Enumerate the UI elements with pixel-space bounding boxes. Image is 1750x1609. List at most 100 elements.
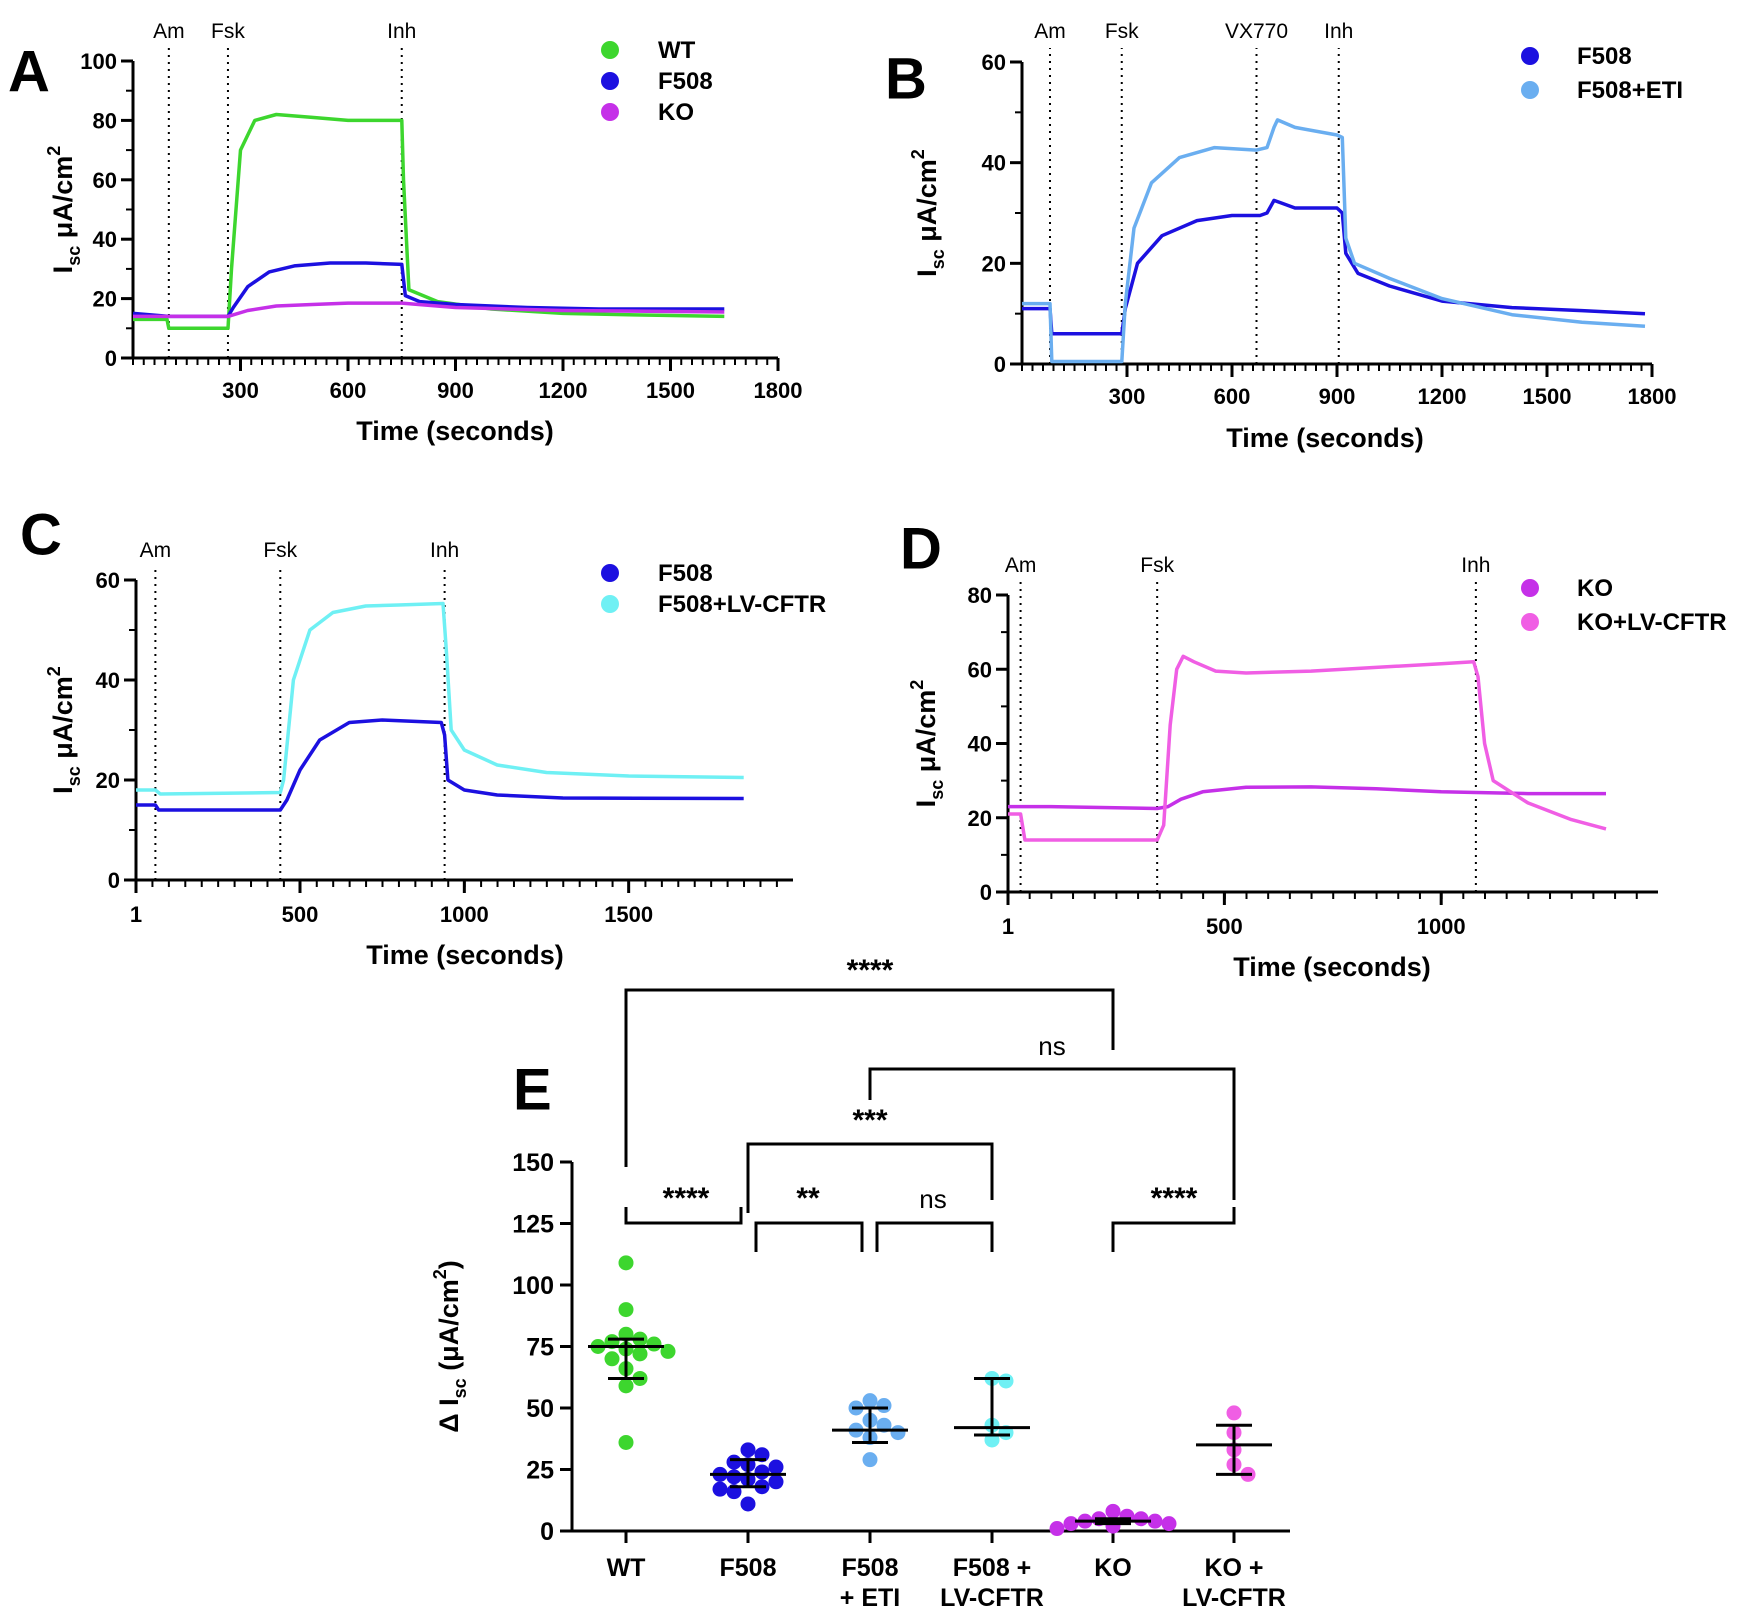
x-axis-label: Time (seconds) — [1226, 423, 1424, 453]
legend-label: F508 — [1577, 43, 1632, 70]
legend-marker — [601, 103, 619, 121]
x-tick-label: 1 — [130, 902, 142, 927]
y-tick-label: 40 — [968, 732, 992, 757]
x-axis-label: Time (seconds) — [356, 416, 554, 446]
y-axis-label-main: I — [48, 786, 78, 794]
significance-label: *** — [852, 1104, 887, 1137]
data-point — [768, 1459, 784, 1475]
legend-marker — [1521, 613, 1539, 631]
x-tick-label: 1000 — [1417, 914, 1466, 939]
y-axis-label-sub: sc — [927, 780, 947, 800]
significance-bracket — [746, 1142, 994, 1213]
y-axis-label-prefix: Δ I — [434, 1398, 464, 1432]
legend-label: KO+LV-CFTR — [1577, 609, 1727, 636]
data-point — [618, 1255, 634, 1271]
data-point — [1147, 1513, 1163, 1529]
data-point — [1226, 1405, 1242, 1421]
series-line-F508 — [1022, 198, 1646, 336]
y-tick-label: 0 — [980, 880, 992, 905]
significance-label: ** — [796, 1182, 820, 1215]
significance-bracket — [868, 1067, 1236, 1200]
y-axis-label: Δ Isc (μA/cm2) — [430, 1260, 470, 1433]
panel-letter: B — [885, 47, 927, 112]
y-tick-label: 60 — [982, 50, 1006, 75]
y-axis-label-rest: μA/cm — [912, 159, 942, 249]
data-point — [740, 1442, 756, 1458]
y-axis-label-main: I — [48, 266, 78, 274]
significance-bracket — [1111, 1207, 1236, 1252]
y-tick-label: 50 — [526, 1395, 554, 1423]
significance-label: **** — [1151, 1182, 1198, 1215]
legend-marker — [1521, 579, 1539, 597]
legend-label: KO — [658, 99, 694, 126]
event-label: Fsk — [263, 539, 297, 562]
y-axis-label-sup: 2 — [908, 149, 928, 159]
y-tick-label: 0 — [994, 352, 1006, 377]
panel-letter: C — [20, 503, 62, 568]
series-line-F508+ETI — [1022, 118, 1646, 364]
y-tick-label: 20 — [96, 768, 120, 793]
data-point — [618, 1434, 634, 1450]
x-tick-label: 500 — [282, 902, 319, 927]
data-point — [604, 1351, 620, 1367]
legend-marker — [601, 72, 619, 90]
x-tick-label: 1200 — [1418, 384, 1467, 409]
x-tick-label: KO — [1094, 1554, 1132, 1582]
legend-label: F508 — [658, 560, 713, 587]
significance-bracket — [754, 1221, 864, 1252]
series-line-F508 — [132, 261, 725, 319]
x-tick-label: WT — [607, 1554, 646, 1582]
y-tick-label: 40 — [93, 227, 117, 252]
significance-label: ns — [919, 1184, 946, 1214]
data-point — [646, 1336, 662, 1352]
data-point — [876, 1398, 892, 1414]
data-point — [726, 1454, 742, 1470]
data-point — [1105, 1503, 1121, 1519]
y-tick-label: 0 — [105, 346, 117, 371]
x-tick-label: 1800 — [754, 378, 803, 403]
event-label: Fsk — [1140, 554, 1174, 577]
x-tick-label: 1 — [1002, 914, 1014, 939]
data-point — [1161, 1516, 1177, 1532]
data-point — [998, 1373, 1014, 1389]
x-axis-label: Time (seconds) — [1233, 952, 1431, 982]
y-axis-label-sup: 2 — [430, 1269, 450, 1279]
series-line-KO — [133, 301, 725, 319]
data-point — [862, 1393, 878, 1409]
significance-label: **** — [847, 954, 894, 987]
panel-D: D 1 500 1000 0 20 40 60 80 Time (seconds) Isc μA/c… — [900, 517, 1727, 982]
y-tick-label: 100 — [512, 1272, 554, 1300]
event-label: VX770 — [1225, 20, 1288, 43]
event-label: Am — [153, 20, 185, 43]
y-tick-label: 80 — [968, 583, 992, 608]
data-point — [726, 1469, 742, 1485]
data-point — [1049, 1521, 1065, 1537]
data-point — [618, 1378, 634, 1394]
y-axis-label-sub: sc — [928, 249, 948, 269]
x-tick-label: 1500 — [1523, 384, 1572, 409]
y-axis-label-sup: 2 — [44, 666, 64, 676]
y-tick-label: 0 — [108, 868, 120, 893]
y-axis-label-sub: sc — [450, 1378, 470, 1398]
x-axis-label: Time (seconds) — [366, 940, 564, 970]
y-axis-label-sup: 2 — [907, 680, 927, 690]
series-line-F508+LV-CFTR — [136, 601, 744, 796]
panel-B: B 300 600 900 1200 1500 1800 0 20 40 60 Time (secon… — [885, 20, 1683, 453]
data-point — [1063, 1516, 1079, 1532]
x-tick-label-line2: + ETI — [840, 1584, 900, 1609]
x-tick-label: 1500 — [646, 378, 695, 403]
x-tick-label: 600 — [1214, 384, 1251, 409]
event-label: Inh — [1324, 20, 1353, 43]
event-label: Inh — [1461, 554, 1490, 577]
y-axis-label: Isc μA/cm2 — [44, 666, 84, 794]
y-axis-label-main: I — [912, 269, 942, 277]
y-tick-label: 40 — [982, 151, 1006, 176]
x-tick-label: 1500 — [604, 902, 653, 927]
event-label: Inh — [430, 539, 459, 562]
panel-letter: E — [513, 1058, 552, 1123]
legend-marker — [601, 595, 619, 613]
data-point — [660, 1343, 676, 1359]
x-tick-label-line2: LV-CFTR — [1182, 1584, 1286, 1609]
